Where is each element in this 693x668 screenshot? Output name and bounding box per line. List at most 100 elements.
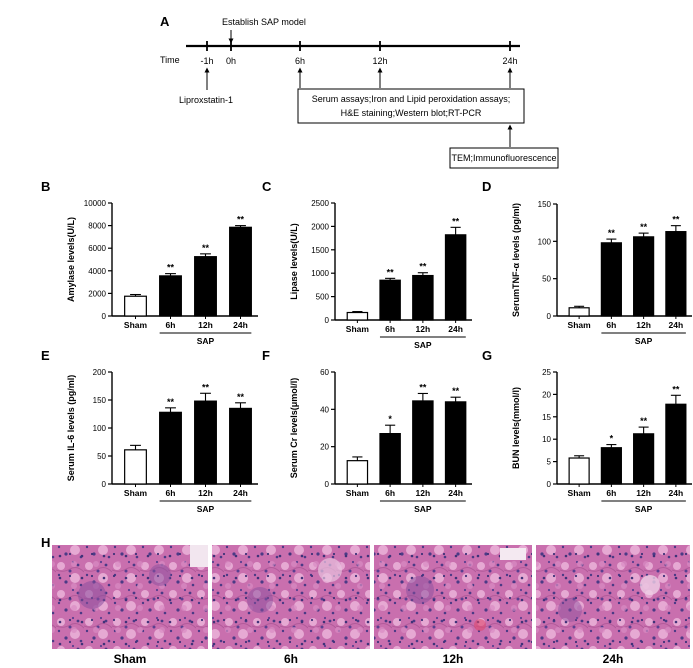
histology-label-24h: 24h — [603, 652, 624, 666]
x-tick-label: 12h — [636, 488, 651, 498]
bar — [346, 460, 369, 485]
bar — [379, 279, 401, 321]
bar-chart-d: D 0 50 100 150 SerumTNF-α levels (pg/ml) Sham *… — [482, 179, 692, 346]
panel-label-a: A — [160, 14, 170, 29]
bar-chart-c: C 0 500 1000 1500 2000 2500 Lipase levels(U/L) S… — [262, 179, 472, 350]
y-tick-label: 4000 — [88, 267, 106, 276]
histology-label-12h: 12h — [443, 652, 464, 666]
histology-label-6h: 6h — [284, 652, 298, 666]
assays-box — [297, 88, 525, 124]
group-label: SAP — [197, 504, 215, 514]
group-label: SAP — [197, 336, 215, 346]
histology-image-24h — [536, 545, 690, 649]
assays-text-line2: H&E staining;Western blot;RT-PCR — [341, 108, 482, 118]
group-label: SAP — [414, 504, 432, 514]
tick-label: 12h — [372, 56, 387, 66]
panel-label-e: E — [41, 348, 50, 363]
bar-chart-g: G 0 5 10 15 20 25 BUN levels(mmol/l) Sham * 6h ** 12… — [482, 348, 692, 514]
bar — [159, 411, 182, 485]
tick-label: 6h — [295, 56, 305, 66]
significance-label: * — [610, 434, 614, 444]
y-axis-label: Serum Cr levels(μmol/l) — [289, 378, 299, 479]
y-tick-label: 500 — [316, 293, 330, 302]
significance-label: ** — [167, 263, 175, 273]
bar — [600, 242, 622, 317]
y-tick-label: 40 — [320, 405, 329, 414]
group-label: SAP — [414, 340, 432, 350]
x-tick-label: 24h — [233, 488, 248, 498]
significance-label: ** — [202, 382, 210, 392]
y-tick-label: 2000 — [88, 289, 106, 298]
bar — [346, 311, 369, 321]
histology-image-12h — [374, 545, 532, 649]
x-tick-label: 24h — [669, 320, 684, 330]
y-tick-label: 0 — [102, 480, 107, 489]
bar — [412, 400, 434, 485]
timeline-ticks: -1h 0h 6h 12h 24h — [200, 41, 518, 66]
y-tick-label: 100 — [93, 424, 107, 433]
y-tick-label: 5 — [547, 458, 552, 467]
significance-label: ** — [640, 222, 648, 232]
x-tick-label: Sham — [346, 324, 370, 334]
y-axis-label: SerumTNF-α levels (pg/ml) — [511, 203, 521, 317]
bar — [568, 457, 590, 485]
time-axis-label: Time — [160, 55, 180, 65]
significance-label: ** — [237, 392, 245, 402]
panel-label-g: G — [482, 348, 492, 363]
y-tick-label: 0 — [325, 480, 330, 489]
y-tick-label: 8000 — [88, 222, 106, 231]
histology-image-sham — [52, 545, 208, 649]
establish-model-label: Establish SAP model — [222, 17, 306, 27]
panel-label-c: C — [262, 179, 272, 194]
y-tick-label: 150 — [538, 200, 552, 209]
x-tick-label: 24h — [669, 488, 684, 498]
y-axis-label: Lipase levels(U/L) — [289, 223, 299, 300]
significance-label: ** — [387, 267, 395, 277]
significance-label: * — [388, 414, 392, 424]
y-tick-label: 50 — [97, 452, 106, 461]
bar — [229, 226, 252, 317]
y-tick-label: 0 — [102, 312, 107, 321]
bar — [665, 231, 687, 317]
significance-label: ** — [419, 262, 427, 272]
bar-chart-f: F 0 20 40 60 Serum Cr levels(μmol/l) Sham * 6h **… — [262, 348, 472, 514]
x-tick-label: 6h — [385, 324, 395, 334]
bar — [444, 234, 467, 321]
x-tick-label: 24h — [448, 488, 463, 498]
group-label: SAP — [635, 336, 653, 346]
bar — [194, 400, 217, 485]
tick-label: 0h — [226, 56, 236, 66]
y-tick-label: 10 — [542, 435, 551, 444]
significance-label: ** — [237, 215, 245, 225]
y-tick-label: 1000 — [311, 269, 329, 278]
bar-chart-e: E 0 50 100 150 200 Serum IL-6 levels (pg/ml) Sh… — [41, 348, 258, 514]
x-tick-label: 24h — [233, 320, 248, 330]
significance-label: ** — [672, 215, 680, 225]
y-tick-label: 2500 — [311, 199, 329, 208]
bar — [633, 236, 655, 317]
x-tick-label: Sham — [568, 320, 592, 330]
x-tick-label: Sham — [568, 488, 592, 498]
y-axis-label: Amylase levels(U/L) — [66, 217, 76, 302]
significance-label: ** — [608, 228, 616, 238]
bar — [568, 307, 590, 317]
bar — [194, 256, 217, 317]
bar — [600, 447, 622, 485]
assays-text-line1: Serum assays;Iron and Lipid peroxidation… — [312, 94, 511, 104]
bar — [124, 449, 147, 485]
significance-label: ** — [640, 416, 648, 426]
y-tick-label: 1500 — [311, 246, 329, 255]
y-tick-label: 15 — [542, 413, 551, 422]
x-tick-label: 12h — [198, 320, 213, 330]
y-tick-label: 6000 — [88, 244, 106, 253]
group-label: SAP — [635, 504, 653, 514]
significance-label: ** — [167, 397, 175, 407]
y-tick-label: 10000 — [84, 199, 107, 208]
x-tick-label: 12h — [636, 320, 651, 330]
panel-label-d: D — [482, 179, 491, 194]
tick-label: 24h — [502, 56, 517, 66]
y-tick-label: 150 — [93, 396, 107, 405]
y-tick-label: 2000 — [311, 222, 329, 231]
